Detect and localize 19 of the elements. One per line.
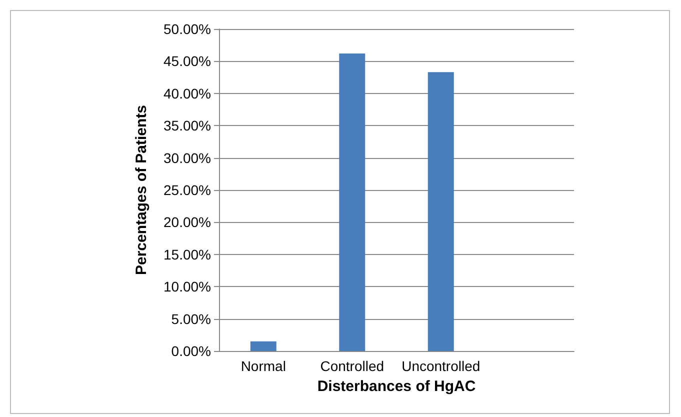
y-tick-label: 30.00% [164, 150, 211, 166]
x-tick-label: Uncontrolled [402, 358, 480, 374]
y-tick-label: 15.00% [164, 246, 211, 262]
x-axis-title: Disterbances of HgAC [317, 378, 476, 395]
bar [250, 341, 276, 351]
x-tick-label: Controlled [320, 358, 384, 374]
bar [428, 72, 454, 351]
y-tick-label: 10.00% [164, 278, 211, 295]
y-tick-label: 35.00% [164, 118, 211, 134]
y-tick-label: 45.00% [164, 53, 211, 70]
y-tick-label: 50.00% [164, 21, 211, 37]
y-tick-label: 0.00% [171, 343, 211, 359]
bar [339, 53, 366, 351]
y-tick-label: 25.00% [164, 182, 211, 198]
x-tick-label: Normal [240, 358, 286, 374]
y-tick-label: 40.00% [164, 85, 211, 102]
y-tick-label: 20.00% [164, 214, 211, 230]
y-tick-label: 5.00% [171, 310, 211, 327]
y-axis-title: Percentages of Patients [133, 104, 150, 276]
